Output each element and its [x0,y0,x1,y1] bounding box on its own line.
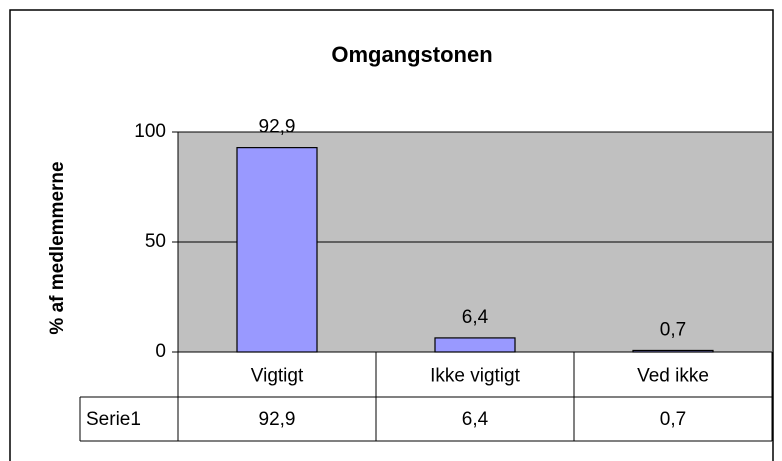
table-cell: 0,7 [660,409,686,430]
value-label: 6,4 [462,307,489,328]
y-tick-label: 0 [155,341,166,362]
bar [236,147,318,353]
bar [434,337,516,353]
y-tick-label: 100 [134,121,166,142]
value-label: 92,9 [259,117,296,138]
table-cell: 6,4 [462,409,489,430]
table-series-name: Serie1 [86,409,141,430]
x-tick-label: Ikke vigtigt [430,366,520,387]
y-axis-label: % af medlemmerne [47,161,68,334]
y-tick-label: 50 [145,231,166,252]
table-cell: 92,9 [259,409,296,430]
chart-title: Omgangstonen [331,42,492,67]
x-tick-label: Ved ikke [637,366,709,387]
value-label: 0,7 [660,319,686,340]
x-tick-label: Vigtigt [251,366,304,387]
